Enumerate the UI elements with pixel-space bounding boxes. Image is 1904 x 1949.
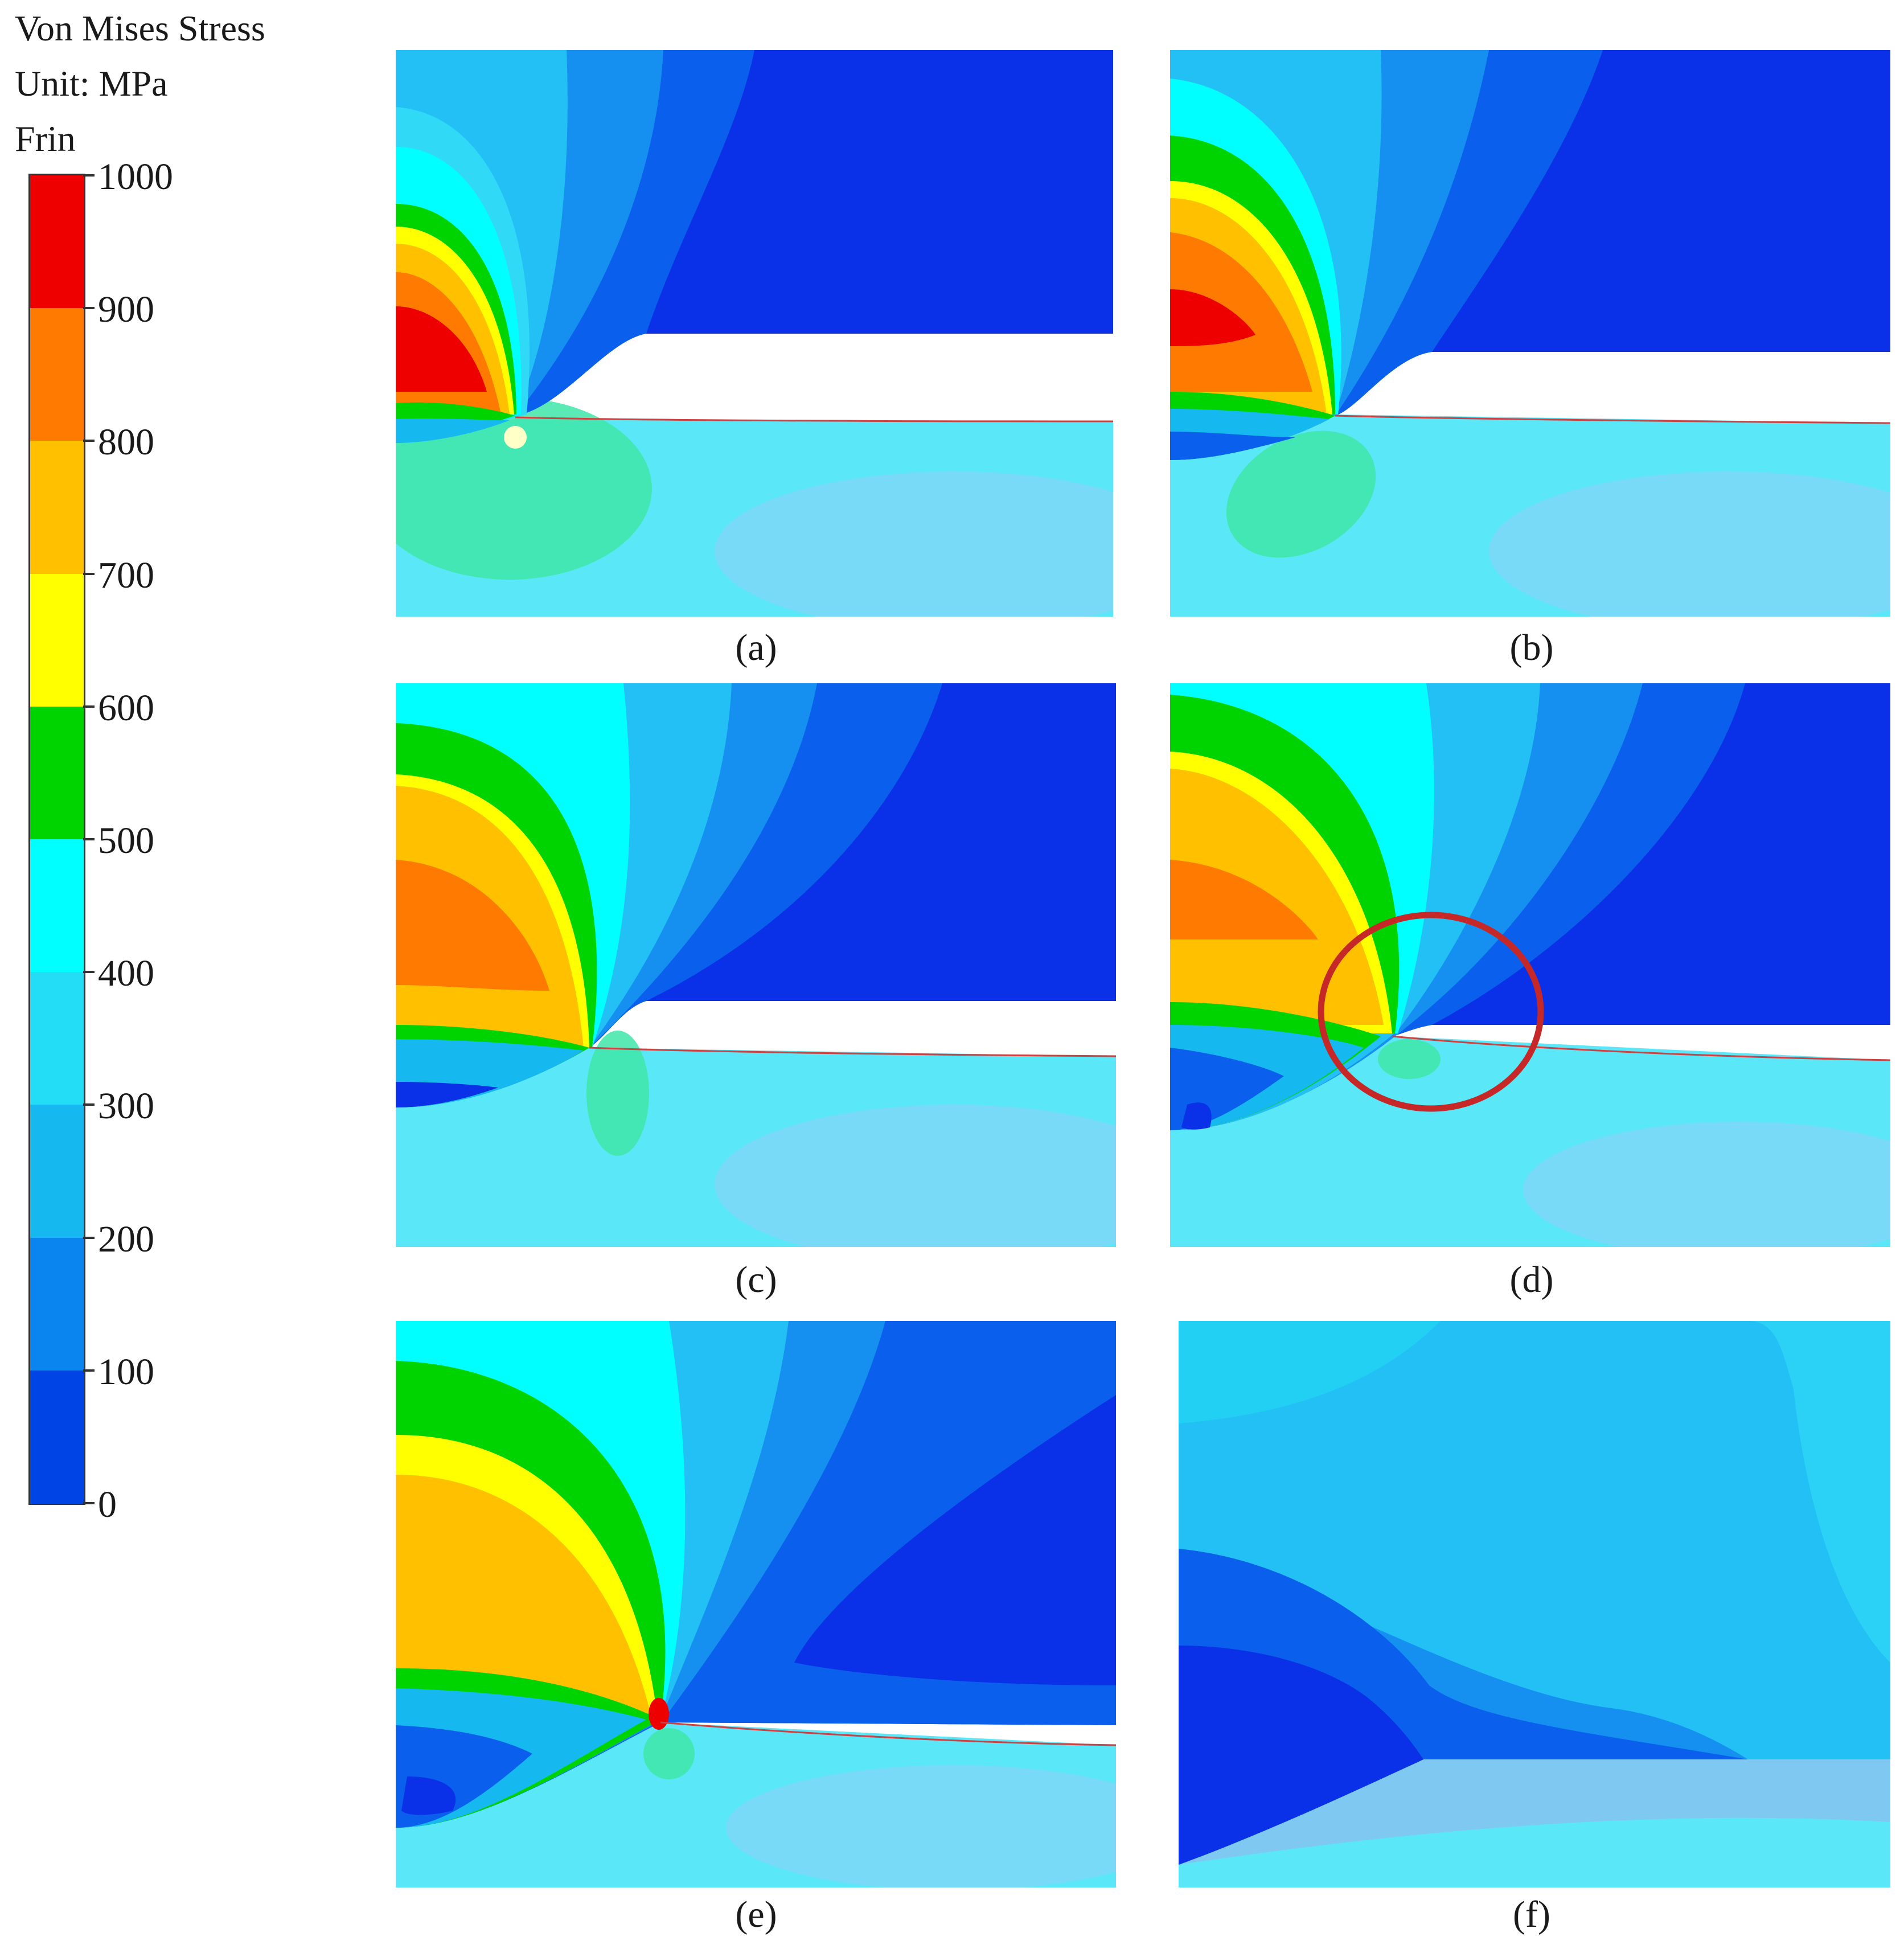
panel-e [396, 1321, 1116, 1888]
colorbar-tick-label: 200 [98, 1218, 154, 1260]
colorbar-tick-label: 800 [98, 421, 154, 463]
caption-b: (b) [1509, 627, 1554, 668]
colorbar-tick-mark [83, 1502, 95, 1504]
colorbar-tick-label: 0 [98, 1484, 117, 1525]
panel-b [1170, 50, 1890, 617]
colorbar-tick-label: 1000 [98, 156, 173, 198]
contour-plot-f [1179, 1321, 1890, 1888]
colorbar-tick-mark [83, 838, 95, 840]
legend-title-line2: Unit: MPa [15, 63, 168, 104]
contour-plot-c [396, 683, 1116, 1247]
colorbar-tick-mark [83, 1236, 95, 1239]
colorbar-tick-mark [83, 1103, 95, 1106]
colorbar-tick-label: 900 [98, 289, 154, 331]
colorbar-tick-mark [83, 705, 95, 708]
colorbar-tick-label: 700 [98, 554, 154, 596]
colorbar-tick-label: 300 [98, 1085, 154, 1127]
contour-plot-b [1170, 50, 1890, 617]
caption-e: (e) [735, 1894, 777, 1935]
panel-c [396, 683, 1116, 1247]
colorbar-tick-label: 500 [98, 820, 154, 861]
caption-a: (a) [735, 627, 777, 668]
colorbar-tick-mark [83, 440, 95, 442]
colorbar-band [30, 573, 84, 707]
colorbar-band [30, 972, 84, 1106]
colorbar-band [30, 175, 84, 309]
contour-plot-d [1170, 683, 1890, 1247]
panel-d [1170, 683, 1890, 1247]
caption-c: (c) [735, 1259, 777, 1300]
colorbar-tick-label: 100 [98, 1351, 154, 1393]
colorbar-band [30, 839, 84, 973]
colorbar-band [30, 706, 84, 840]
colorbar-tick-mark [83, 174, 95, 177]
caption-f: (f) [1513, 1894, 1550, 1935]
colorbar-tick-mark [83, 1369, 95, 1372]
contour-plot-e [396, 1321, 1116, 1888]
colorbar-tick-mark [83, 307, 95, 310]
stress-colorbar [28, 174, 85, 1505]
caption-d: (d) [1509, 1259, 1554, 1300]
colorbar-tick-mark [83, 572, 95, 575]
colorbar-band [30, 1105, 84, 1238]
legend-title-line3: Frin [15, 118, 76, 159]
colorbar-tick-label: 400 [98, 953, 154, 995]
contour-plot-a [396, 50, 1113, 617]
colorbar-band [30, 1237, 84, 1371]
colorbar-tick-label: 600 [98, 687, 154, 729]
legend-title-line1: Von Mises Stress [15, 8, 265, 48]
colorbar-band [30, 1370, 84, 1504]
highlight-circle [1318, 912, 1544, 1112]
colorbar-band [30, 441, 84, 575]
colorbar-tick-mark [83, 971, 95, 974]
panel-f [1179, 1321, 1890, 1888]
panel-a [396, 50, 1113, 617]
colorbar-band [30, 308, 84, 442]
